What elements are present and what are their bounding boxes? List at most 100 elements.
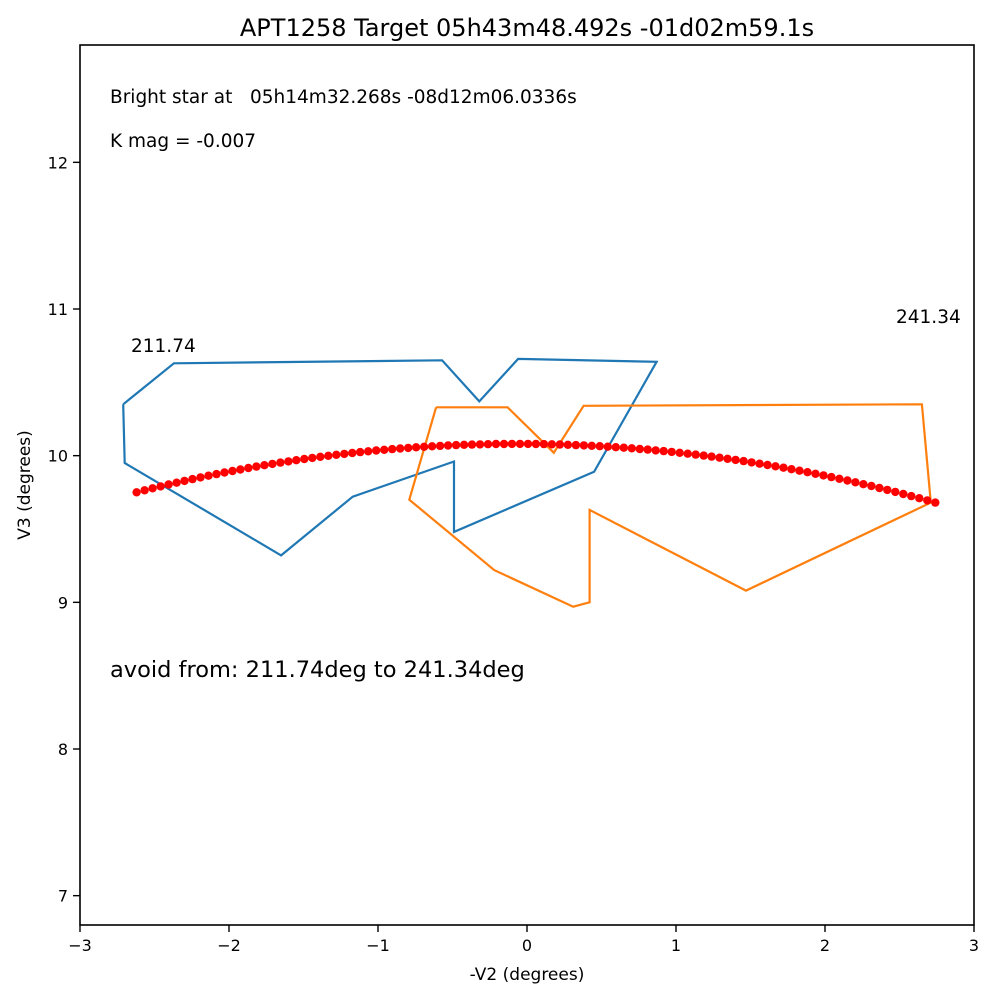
angle-start-label: 211.74 [131,336,196,357]
x-tick-label: −2 [217,936,241,955]
arc-point [228,466,237,476]
arc-point [635,444,644,454]
arc-point [723,454,732,463]
arc-point [531,439,541,449]
arc-point [483,440,493,449]
arc-point [268,459,277,469]
arc-point [252,462,261,471]
arc-point [132,488,141,497]
x-tick-label: −3 [68,936,92,955]
arc-point [507,439,517,449]
arc-point [308,453,317,463]
arc-point [555,440,565,449]
arc-point [931,498,940,507]
arc-point [140,486,149,495]
series-line-2 [408,403,932,608]
arc-point [651,446,660,455]
arc-point [587,441,596,450]
arc-point [731,455,740,465]
arc-point [236,465,245,474]
y-tick-label: 10 [48,447,68,466]
arc-point [340,449,349,459]
series-line-1 [122,357,659,557]
arc-point [787,465,796,474]
arc-point [220,468,229,477]
arc-point [164,480,173,489]
arc-point [156,482,165,491]
arc-point [643,445,652,454]
arc-point [148,484,157,493]
arc-point [372,446,381,455]
arc-point [763,460,772,470]
arc-point [396,444,405,453]
bright-star-annotation: Bright star at 05h14m32.268s -08d12m06.0… [110,87,577,108]
arc-point [419,442,429,451]
arc-point [499,439,509,449]
arc-point [699,451,708,460]
arc-point [563,440,573,449]
arc-point [779,463,788,472]
arc-point [188,474,197,484]
arc-point [819,471,828,480]
arc-point [899,489,908,499]
arc-point [300,454,309,464]
angle-end-label: 241.34 [896,307,961,328]
arc-point [196,473,205,482]
arc-point [459,440,469,449]
x-tick-label: 3 [969,936,979,955]
y-tick-label: 9 [58,593,68,612]
arc-point [204,471,213,480]
arc-point [316,452,325,461]
arc-point [755,459,764,468]
arc-point [443,441,453,450]
arc-point [595,442,604,451]
arc-point [491,439,501,449]
arc-point [659,446,668,456]
series-layer [122,357,940,608]
arc-point [771,462,780,471]
arc-point [404,443,413,453]
arc-point [547,440,557,449]
arc-point [627,444,636,453]
arc-point [715,453,724,462]
y-tick-label: 12 [48,153,68,172]
arc-point [707,452,716,461]
x-tick-label: 0 [522,936,532,955]
y-tick-label: 7 [58,887,68,906]
arc-point [891,487,900,497]
arc-point [276,458,285,467]
arc-point [843,476,852,485]
arc-point [883,485,892,495]
arc-point [915,494,924,503]
arc-point [859,480,868,489]
x-tick-label: 1 [671,936,681,955]
arc-point [739,456,748,466]
x-tick-label: −1 [366,936,390,955]
x-tick-label: 2 [820,936,830,955]
arc-point [579,441,589,450]
arc-point [675,448,684,457]
arc-point [212,469,221,479]
y-tick-label: 8 [58,740,68,759]
arc-point [324,451,333,460]
arc-point [435,441,445,451]
arc-point [292,456,301,465]
arc-point [475,440,485,449]
arc-point [683,449,692,458]
arc-point [539,439,549,449]
arc-point [364,447,373,456]
arc-point [451,440,461,450]
arc-point [515,439,525,449]
arc-point [923,496,932,505]
arc-point [244,463,253,473]
arc-point [348,448,357,458]
arc-point [603,442,612,451]
arc-point [867,481,876,491]
y-axis-label: V3 (degrees) [15,430,35,540]
kmag-annotation: K mag = -0.007 [110,131,256,152]
arc-point [795,466,804,475]
arc-point [875,483,884,493]
arc-point [284,457,293,466]
